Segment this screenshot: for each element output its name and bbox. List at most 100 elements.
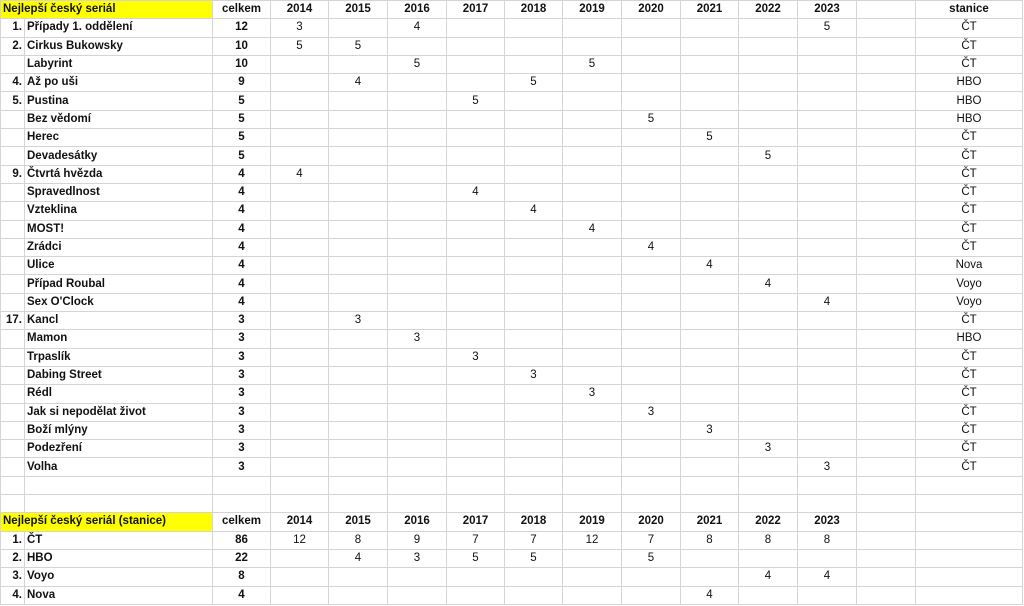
year-value-cell[interactable] [621,420,681,441]
total-cell[interactable]: 4 [212,164,271,184]
year-value-cell[interactable]: 3 [504,365,563,386]
year-value-cell[interactable] [797,311,857,331]
year-value-cell[interactable] [446,274,505,294]
year-value-cell[interactable] [504,347,563,367]
year-value-cell[interactable] [680,457,739,477]
year-value-cell[interactable] [797,420,857,441]
year-value-cell[interactable] [797,91,857,111]
year-value-cell[interactable] [328,384,388,404]
empty-cell[interactable] [856,512,916,532]
year-value-cell[interactable] [621,91,681,111]
year-value-cell[interactable] [504,182,563,203]
rank-cell[interactable] [0,329,25,349]
total-cell[interactable]: 3 [212,311,271,331]
table1-title-cell[interactable]: Nejlepší český seriál [0,0,213,20]
series-name-cell[interactable]: Boží mlýny [24,420,213,441]
rank-cell[interactable]: 1. [0,18,25,38]
year-value-cell[interactable] [562,292,622,313]
year-value-cell[interactable] [446,36,505,56]
year-value-cell[interactable] [328,420,388,441]
year-header-cell[interactable]: 2015 [328,512,388,532]
year-value-cell[interactable] [270,237,329,258]
rank-cell[interactable]: 2. [0,36,25,56]
total-cell[interactable]: 4 [212,274,271,294]
year-value-cell[interactable] [270,347,329,367]
year-value-cell[interactable]: 5 [504,548,563,569]
year-value-cell[interactable] [387,36,447,56]
year-value-cell[interactable] [562,182,622,203]
series-name-cell[interactable]: Rédl [24,384,213,404]
year-value-cell[interactable] [621,292,681,313]
station-cell[interactable]: ČT [915,420,1023,441]
rank-cell[interactable] [0,54,25,75]
year-value-cell[interactable] [621,365,681,386]
year-value-cell[interactable] [562,164,622,184]
year-value-cell[interactable] [504,237,563,258]
year-value-cell[interactable] [680,164,739,184]
year-value-cell[interactable] [504,109,563,130]
year-value-cell[interactable] [797,237,857,258]
total-cell[interactable]: 4 [212,219,271,239]
year-value-cell[interactable] [621,585,681,605]
year-value-cell[interactable]: 3 [387,329,447,349]
year-value-cell[interactable] [680,18,739,38]
station-name-cell[interactable]: HBO [24,548,213,569]
year-value-cell[interactable] [797,182,857,203]
year-value-cell[interactable] [328,18,388,38]
total-header-cell[interactable]: celkem [212,0,271,20]
year-value-cell[interactable] [504,54,563,75]
year-value-cell[interactable]: 8 [738,530,798,550]
empty-cell[interactable] [915,494,1023,514]
year-value-cell[interactable]: 9 [387,530,447,550]
year-value-cell[interactable] [738,457,798,477]
year-value-cell[interactable] [446,311,505,331]
year-value-cell[interactable] [738,164,798,184]
year-value-cell[interactable] [328,365,388,386]
year-value-cell[interactable] [387,164,447,184]
year-value-cell[interactable] [328,219,388,239]
year-value-cell[interactable] [797,109,857,130]
year-value-cell[interactable]: 4 [387,18,447,38]
year-value-cell[interactable] [270,201,329,221]
year-value-cell[interactable] [446,457,505,477]
year-value-cell[interactable] [621,347,681,367]
series-name-cell[interactable]: Případ Roubal [24,274,213,294]
station-cell[interactable]: ČT [915,36,1023,56]
empty-cell[interactable] [915,530,1023,550]
year-value-cell[interactable] [504,164,563,184]
empty-cell[interactable] [562,494,622,514]
year-value-cell[interactable]: 4 [738,567,798,587]
year-value-cell[interactable] [270,182,329,203]
table2-title-cell[interactable]: Nejlepší český seriál (stanice) [0,512,213,532]
station-cell[interactable]: HBO [915,109,1023,130]
station-cell[interactable]: ČT [915,164,1023,184]
year-value-cell[interactable] [504,128,563,148]
empty-cell[interactable] [797,494,857,514]
year-value-cell[interactable]: 4 [797,292,857,313]
year-value-cell[interactable]: 8 [797,530,857,550]
empty-cell[interactable] [856,329,916,349]
year-value-cell[interactable] [680,36,739,56]
total-cell[interactable]: 3 [212,329,271,349]
year-value-cell[interactable]: 5 [738,146,798,166]
year-value-cell[interactable] [270,91,329,111]
station-cell[interactable]: ČT [915,402,1023,422]
year-value-cell[interactable] [797,164,857,184]
year-value-cell[interactable]: 4 [562,219,622,239]
series-name-cell[interactable]: Pustina [24,91,213,111]
year-value-cell[interactable]: 5 [328,36,388,56]
year-value-cell[interactable] [562,36,622,56]
year-value-cell[interactable] [738,18,798,38]
year-value-cell[interactable] [387,311,447,331]
year-value-cell[interactable] [387,274,447,294]
year-value-cell[interactable] [797,54,857,75]
year-value-cell[interactable] [504,457,563,477]
station-cell[interactable]: ČT [915,54,1023,75]
series-name-cell[interactable]: Vzteklina [24,201,213,221]
total-cell[interactable]: 22 [212,548,271,569]
year-value-cell[interactable] [680,548,739,569]
year-value-cell[interactable] [387,347,447,367]
empty-cell[interactable] [856,146,916,166]
year-value-cell[interactable] [387,182,447,203]
year-value-cell[interactable] [680,439,739,459]
